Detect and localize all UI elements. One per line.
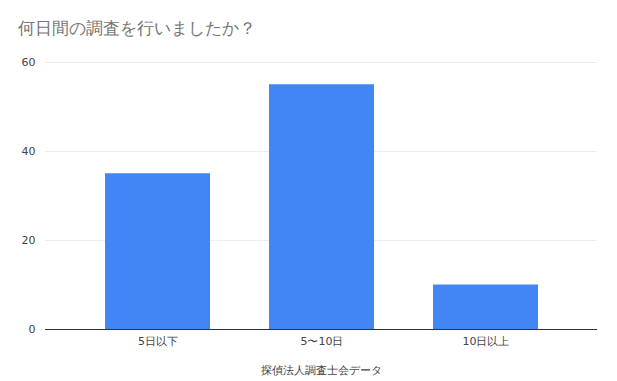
svg-text:60: 60: [22, 56, 36, 69]
svg-text:5日以下: 5日以下: [138, 335, 178, 348]
svg-text:40: 40: [22, 145, 36, 158]
svg-text:10日以上: 10日以上: [463, 335, 510, 348]
html-text:何日間の調査を行いましたか？: 何日間の調査を行いましたか？: [18, 18, 256, 38]
svg-text:探偵法人調査士会データ: 探偵法人調査士会データ: [261, 364, 382, 377]
svg-text:20: 20: [22, 234, 36, 247]
svg-text:0: 0: [29, 323, 36, 336]
svg-text:5〜10日: 5〜10日: [301, 335, 344, 348]
